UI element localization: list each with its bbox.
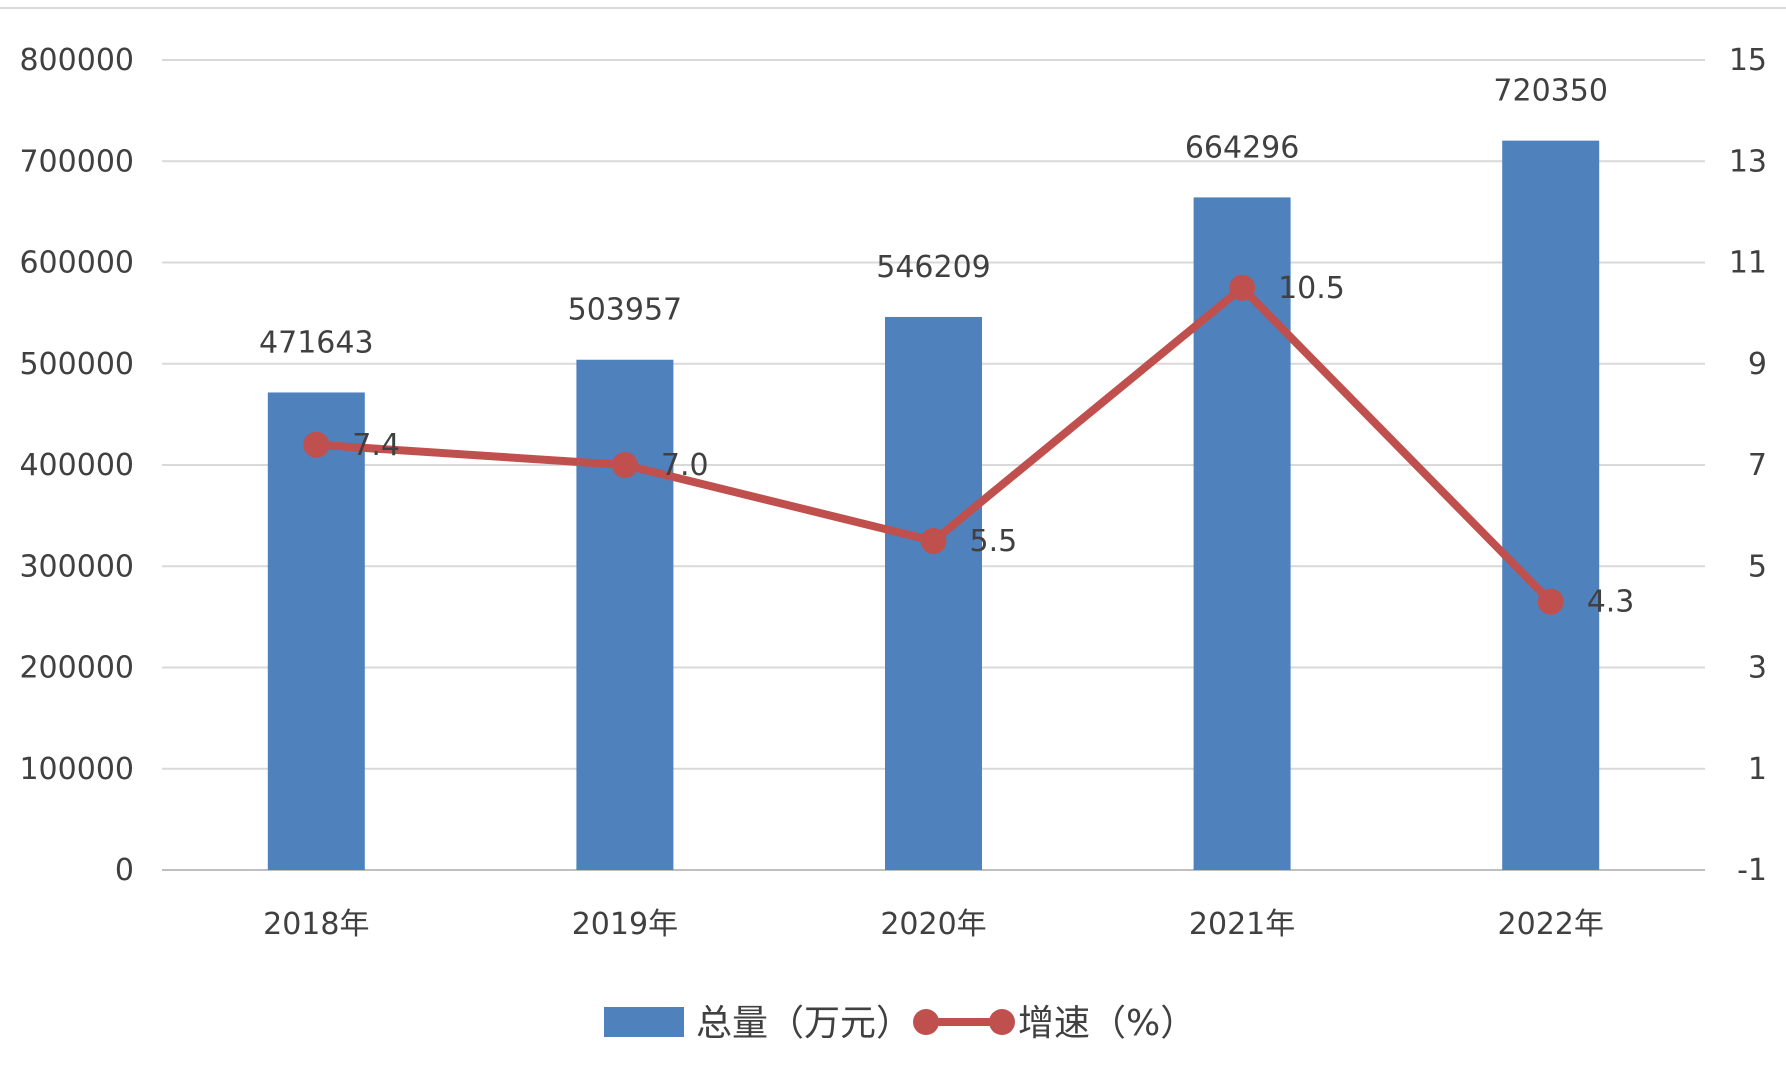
- legend-line-label: 增速（%）: [1018, 1003, 1196, 1044]
- axes: 0 100000 200000 300000 400000 500000 600000 700…: [19, 43, 1767, 942]
- bar-value-label: 664296: [1185, 130, 1300, 165]
- x-tick-label: 2022年: [1498, 907, 1604, 942]
- bar-value-label: 720350: [1493, 74, 1608, 109]
- bar: [1502, 140, 1600, 870]
- y2-tick-label: 9: [1748, 347, 1767, 382]
- x-tick-label: 2020年: [880, 907, 986, 942]
- legend-bar-label: 总量（万元）: [696, 1003, 912, 1044]
- bar: [885, 316, 982, 870]
- y-tick-label: 100000: [19, 752, 134, 787]
- bar-series: [267, 140, 1600, 871]
- y-tick-label: 600000: [19, 246, 134, 281]
- bar-value-label: 546209: [876, 250, 991, 285]
- y-tick-label: 0: [115, 853, 134, 888]
- legend-line-marker: [913, 1009, 939, 1035]
- x-tick-label: 2019年: [572, 907, 678, 942]
- y-tick-label: 800000: [19, 43, 134, 78]
- y-tick-label: 200000: [19, 651, 134, 686]
- x-tick-label: 2021年: [1189, 907, 1295, 942]
- y-tick-label: 400000: [19, 448, 134, 483]
- line-point: [1537, 588, 1564, 615]
- legend-line-marker: [989, 1009, 1015, 1035]
- y2-tick-label: 5: [1748, 549, 1767, 584]
- line-value-label: 7.0: [661, 448, 709, 483]
- y-tick-label: 500000: [19, 347, 134, 382]
- line-point: [611, 452, 638, 478]
- y2-tick-label: 13: [1729, 144, 1767, 179]
- line-value-label: 7.4: [352, 428, 400, 463]
- legend-bar-swatch: [604, 1007, 684, 1037]
- legend: 总量（万元） 增速（%）: [604, 1003, 1196, 1044]
- y2-tick-label: 15: [1729, 43, 1767, 78]
- bar-value-label: 503957: [568, 293, 683, 328]
- y-tick-label: 300000: [19, 549, 134, 584]
- bar: [267, 392, 365, 870]
- line-value-label: 10.5: [1278, 271, 1345, 306]
- line-series: [303, 274, 1564, 615]
- line-value-label: 5.5: [970, 524, 1018, 559]
- bar-value-label: 471643: [259, 325, 374, 360]
- y2-tick-label: 11: [1729, 246, 1767, 281]
- bar: [576, 359, 674, 870]
- y2-tick-label: 1: [1748, 752, 1767, 787]
- line-point: [1229, 274, 1256, 301]
- data-labels: 471643 503957 546209 664296 720350 7.4 7.0 5.5 1…: [259, 74, 1634, 620]
- y-tick-label: 700000: [19, 144, 134, 179]
- line-value-label: 4.3: [1587, 585, 1635, 620]
- y2-tick-label: 7: [1748, 448, 1767, 483]
- y2-tick-label: -1: [1737, 853, 1767, 888]
- y2-tick-label: 3: [1748, 651, 1767, 686]
- x-tick-label: 2018年: [263, 907, 369, 942]
- line-point: [920, 527, 947, 554]
- line-point: [303, 431, 330, 458]
